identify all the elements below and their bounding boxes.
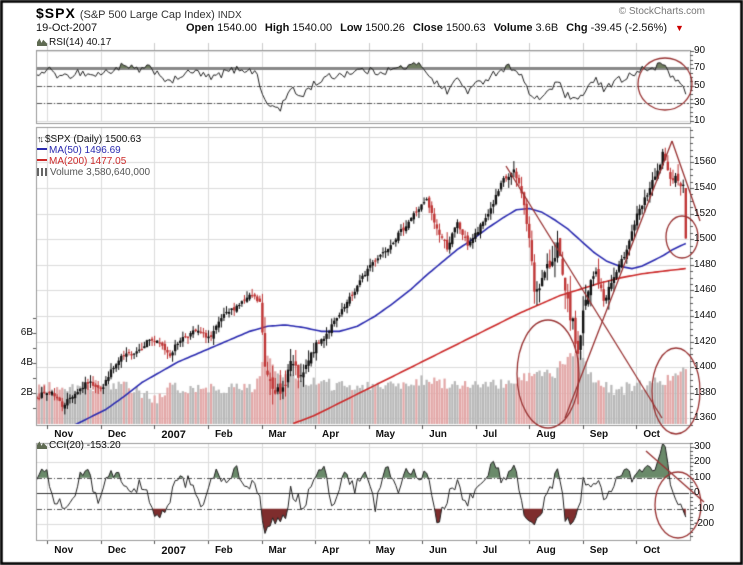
quote-field-value: 1500.26 — [365, 22, 405, 34]
price-axis-label: 1540 — [694, 182, 717, 193]
symbol-description: (S&P 500 Large Cap Index) — [79, 9, 215, 21]
area-chart-icon — [37, 441, 47, 449]
month-label: Nov — [54, 545, 74, 556]
cci-axis-label: -200 — [694, 518, 715, 530]
rsi-axis-label: 50 — [694, 79, 706, 91]
month-label: Sep — [589, 429, 609, 440]
price-axis-label: 1440 — [694, 310, 717, 321]
volume-axis-label: 2B — [20, 387, 33, 399]
volume-axis-label: 4B — [20, 357, 33, 369]
month-label: Sep — [589, 545, 609, 556]
quote-field-label: Volume — [493, 22, 533, 34]
month-label: Jun — [429, 545, 447, 556]
cci-label: CCI(20) -153.20 — [49, 440, 121, 451]
rsi-label: RSI(14) 40.17 — [49, 37, 112, 48]
month-label: Nov — [54, 429, 74, 440]
quote-field-value: -39.45 (-2.56%) — [590, 22, 667, 34]
price-axis-label: 1460 — [694, 284, 717, 296]
price-legend: ↑↓ $SPX (Daily) 1500.63 MA(50) 1496.69 MA… — [37, 134, 150, 178]
ma50-label: MA(50) 1496.69 — [49, 145, 121, 156]
chg-down-triangle-icon: ▼ — [675, 23, 684, 33]
month-label: Oct — [643, 545, 661, 556]
cci-legend: CCI(20) -153.20 — [37, 440, 121, 451]
volume-label: Volume 3,580,640,000 — [50, 167, 151, 178]
rsi-legend: RSI(14) 40.17 — [37, 37, 111, 48]
quote-field-label: Open — [186, 22, 215, 34]
price-axis-label: 1380 — [694, 386, 717, 398]
quote-field-label: Chg — [566, 22, 588, 34]
month-label: Oct — [643, 429, 661, 440]
month-label: Apr — [322, 545, 340, 556]
month-label: Dec — [107, 545, 127, 556]
quote-strip: Open 1540.00 High 1540.00 Low 1500.26 Close 150… — [186, 22, 684, 34]
quote-field-label: High — [264, 22, 290, 34]
ma200-line-icon — [37, 159, 47, 161]
month-label: Aug — [536, 545, 556, 556]
price-axis-label: 1560 — [694, 156, 717, 168]
price-axis-label: 1400 — [694, 361, 717, 373]
month-label: Mar — [268, 429, 287, 440]
price-axis-label: 1520 — [694, 207, 717, 219]
rsi-axis-label: 70 — [694, 62, 706, 74]
candlestick-icon: ↑↓ — [37, 134, 44, 144]
month-label: 2007 — [161, 429, 186, 441]
quote-field-value: 1500.63 — [445, 22, 486, 34]
header-line-2: 19-Oct-2007 Open 1540.00 High 1540.00 Low 1500… — [36, 22, 684, 34]
month-label: Feb — [214, 545, 233, 556]
month-label: Jul — [482, 429, 498, 440]
month-label: Feb — [214, 429, 233, 440]
cci-axis-label: -100 — [694, 502, 715, 514]
price-axis-label: 1500 — [694, 233, 717, 245]
cci-axis-label: 200 — [694, 456, 711, 468]
month-label: Mar — [268, 545, 287, 556]
ma200-label: MA(200) 1477.05 — [49, 156, 127, 167]
month-label: Aug — [536, 429, 556, 440]
exchange-label: INDX — [217, 10, 242, 21]
month-label: May — [375, 545, 396, 556]
month-label: 2007 — [161, 545, 186, 557]
chart-date: 19-Oct-2007 — [36, 22, 98, 34]
area-chart-icon — [37, 38, 47, 46]
copyright-label: © StockCharts.com — [618, 6, 705, 17]
header-line-1: $SPX (S&P 500 Large Cap Index) INDX — [36, 5, 242, 21]
price-axis-label: 1480 — [694, 258, 717, 270]
price-legend-symbol: $SPX (Daily) 1500.63 — [45, 134, 142, 145]
month-label: Jul — [482, 545, 498, 556]
price-axis-label: 1360 — [694, 412, 717, 424]
cci-axis-label: 100 — [694, 471, 711, 483]
month-label: Jun — [429, 429, 447, 440]
price-axis-label: 1420 — [694, 335, 717, 347]
quote-field-label: Close — [412, 22, 443, 34]
month-label: Apr — [322, 429, 340, 440]
volume-bars-icon — [37, 168, 47, 176]
rsi-axis-label: 90 — [694, 44, 706, 56]
rsi-axis-label: 10 — [694, 114, 706, 126]
quote-field-value: 1540.00 — [292, 22, 333, 34]
quote-field-label: Low — [340, 22, 363, 34]
volume-axis-label: 6B — [20, 326, 33, 338]
quote-field-value: 1540.00 — [217, 22, 257, 34]
month-label: May — [375, 429, 396, 440]
cci-axis-label: 300 — [694, 440, 711, 452]
quote-field-value: 3.6B — [535, 22, 559, 34]
month-label: Dec — [107, 429, 127, 440]
cci-axis-label: 0 — [694, 487, 700, 499]
rsi-axis-label: 30 — [694, 97, 706, 109]
ma50-line-icon — [37, 148, 47, 150]
symbol-title: $SPX — [36, 5, 76, 21]
